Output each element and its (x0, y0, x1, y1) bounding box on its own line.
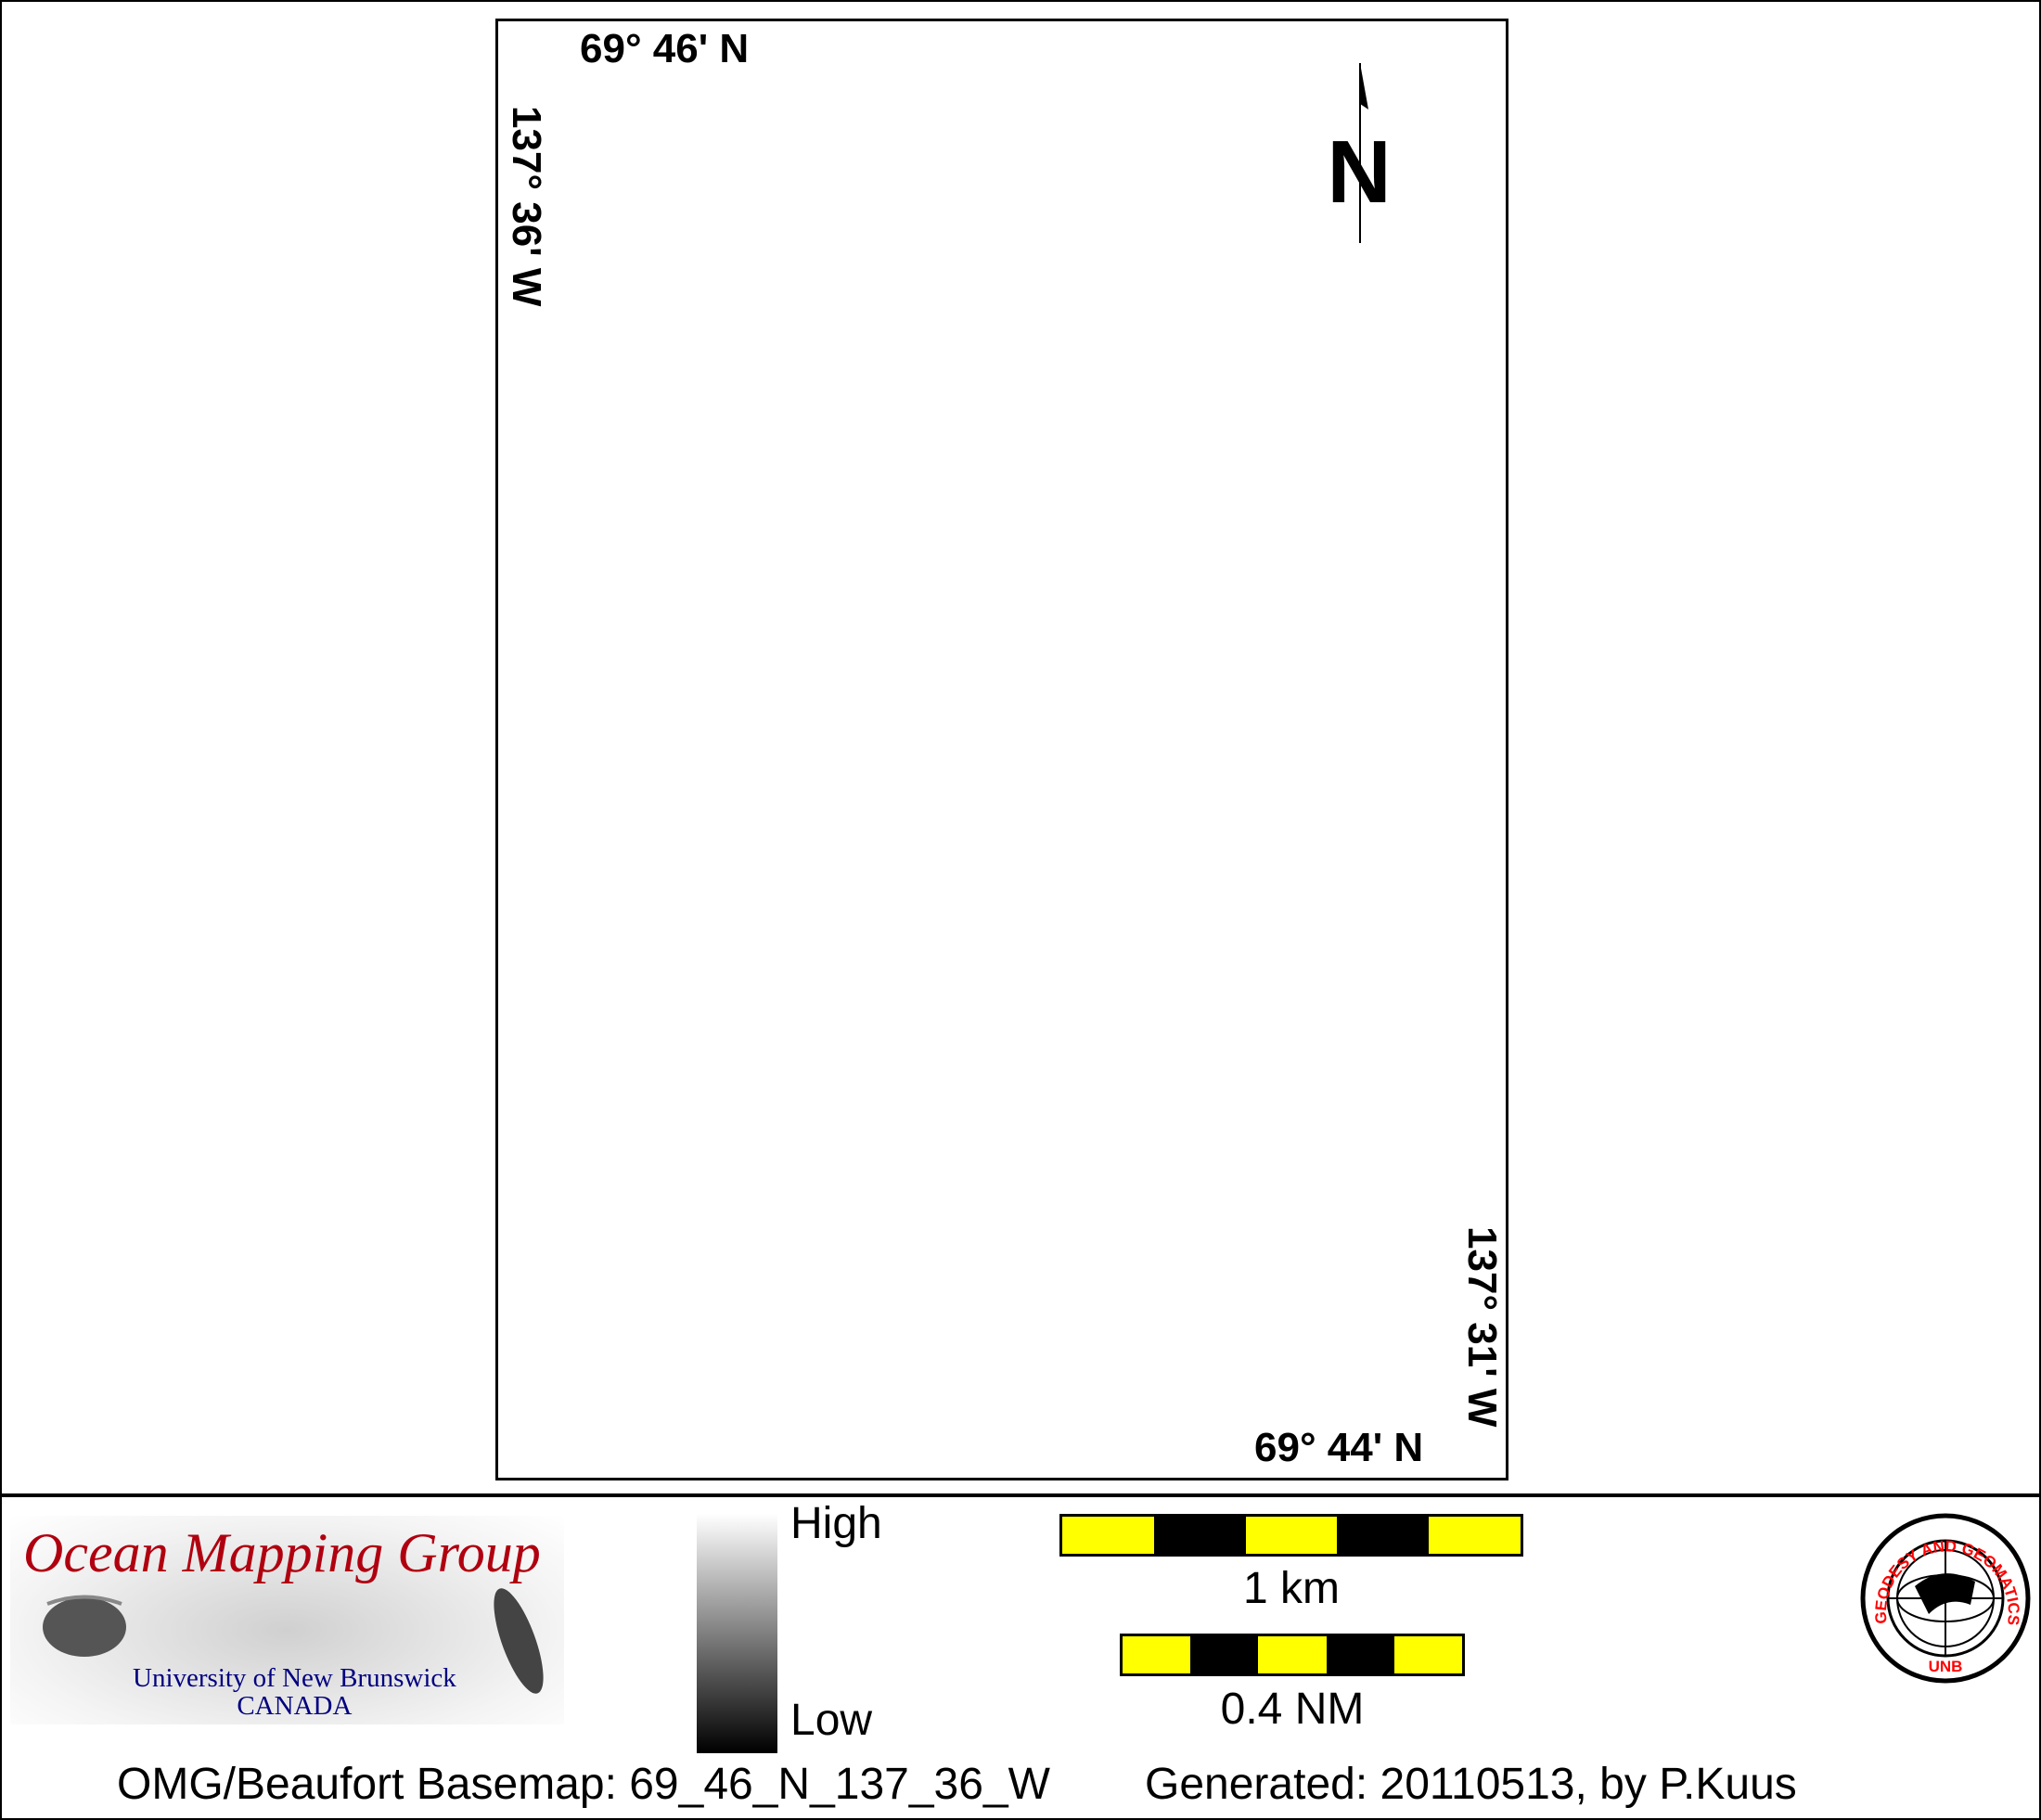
generated-info: Generated: 20110513, by P.Kuus (1145, 1760, 1797, 1809)
north-label: N (1327, 122, 1391, 222)
left-longitude: 137° 36' W (504, 106, 549, 307)
unb-seal-logo: GEODESY AND GEOMATICS ENGINEERING UNB (1859, 1512, 2031, 1684)
omg-logo-title: Ocean Mapping Group (23, 1522, 541, 1583)
right-longitude: 137° 31' W (1459, 1226, 1505, 1428)
scale-km-label: 1 km (1242, 1564, 1340, 1613)
sonar-image-icon (43, 1588, 544, 1694)
scale-nm-label: 0.4 NM (1220, 1685, 1365, 1734)
seal-unb-text: UNB (1929, 1658, 1963, 1675)
omg-university-text: University of New Brunswick (133, 1663, 456, 1693)
footer-divider (0, 1493, 2041, 1497)
basemap-title: OMG/Beaufort Basemap: 69_46_N_137_36_W (117, 1760, 1050, 1809)
omg-country-text: CANADA (237, 1691, 353, 1721)
low-label: Low (790, 1696, 873, 1745)
top-left-latitude: 69° 46' N (580, 26, 750, 71)
omg-logo: Ocean Mapping Group University of New Br… (10, 1516, 564, 1724)
north-arrow-icon: N (1327, 63, 1392, 243)
high-label: High (790, 1499, 882, 1548)
map-frame (495, 19, 1508, 1480)
scale-bar-km (1059, 1514, 1523, 1557)
scale-bar-nm (1120, 1634, 1465, 1676)
bottom-right-latitude: 69° 44' N (1254, 1425, 1424, 1470)
color-scale-gradient (697, 1514, 777, 1753)
omg-logo-university: University of New Brunswick CANADA (133, 1664, 456, 1720)
